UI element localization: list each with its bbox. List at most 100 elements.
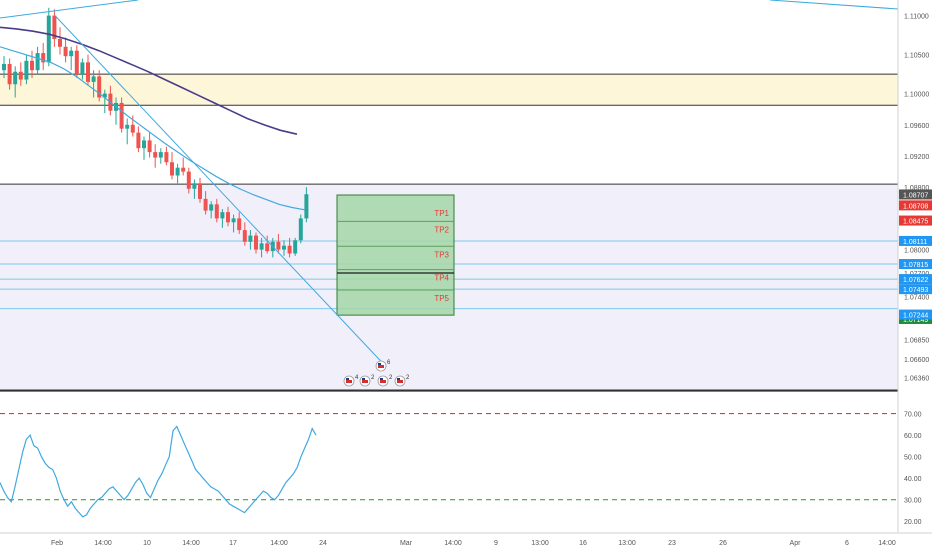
candle-body — [220, 212, 225, 219]
candle-body — [231, 218, 236, 223]
candle-body — [52, 15, 57, 39]
candle-body — [237, 218, 242, 231]
flag-stripe — [362, 380, 368, 383]
candle-body — [91, 76, 96, 82]
candle-body — [181, 167, 186, 172]
price-tick-label: 1.10500 — [904, 53, 929, 60]
price-tick-label: 1.10000 — [904, 92, 929, 99]
oscillator-pane[interactable] — [0, 412, 898, 518]
candle-body — [46, 15, 51, 63]
candle-body — [170, 162, 174, 176]
time-tick-label: Feb — [51, 540, 63, 547]
flag-canton — [346, 378, 349, 380]
time-tick-label: 24 — [319, 540, 327, 547]
oscillator-line — [0, 425, 317, 518]
price-tick-label: 1.08000 — [904, 248, 929, 255]
price-badge-label: 1.08111 — [903, 239, 927, 246]
candle-body — [130, 124, 135, 133]
price-badge — [899, 274, 932, 285]
time-tick-label: 14:00 — [878, 540, 896, 547]
candle-body — [259, 243, 264, 250]
candle-body — [248, 235, 253, 242]
candle-body — [298, 218, 303, 241]
time-tick-label: 23 — [668, 540, 676, 547]
price-badge — [899, 189, 932, 200]
candle-body — [293, 240, 298, 254]
time-tick-label: 13:00 — [618, 540, 636, 547]
top-right-trendline[interactable] — [769, 0, 899, 10]
candle-body — [254, 235, 258, 250]
tp-label-5: TP5 — [434, 294, 449, 303]
tp-label-3: TP3 — [434, 250, 449, 259]
price-badge-label: 1.08707 — [903, 192, 928, 199]
time-tick-label: Mar — [400, 540, 413, 547]
event-count: 6 — [387, 360, 391, 366]
price-badge — [899, 200, 932, 211]
candle-body — [304, 194, 309, 219]
price-pane[interactable]: TP1 TP2 TP3 TP4 TP5 4 2 6 2 2 — [0, 0, 899, 392]
resistance-zone — [0, 74, 898, 106]
time-tick-label: 14:00 — [94, 540, 112, 547]
time-tick-label: 14:00 — [182, 540, 200, 547]
candle-body — [175, 167, 180, 176]
event-marker[interactable]: 6 — [375, 360, 391, 372]
oscillator-tick-label: 20.00 — [904, 519, 922, 526]
candle-body — [69, 50, 74, 57]
price-badge-label: 1.08475 — [903, 219, 928, 226]
candle-body — [63, 46, 68, 57]
candle-body — [153, 152, 158, 158]
target-box[interactable] — [336, 194, 455, 316]
flag-stripe — [378, 365, 384, 368]
top-left-trendline[interactable] — [0, 0, 139, 19]
candle-body — [24, 60, 29, 80]
candle-body — [86, 62, 90, 82]
event-marker[interactable]: 2 — [359, 375, 375, 387]
candle-body — [214, 204, 219, 219]
price-badge-label: 1.07493 — [903, 287, 928, 294]
candle-body — [7, 63, 12, 85]
oscillator-tick-label: 30.00 — [904, 498, 922, 505]
flag-canton — [362, 378, 365, 380]
candle-body — [13, 71, 18, 85]
oscillator-tick-label: 50.00 — [904, 455, 922, 462]
time-tick-label: 6 — [845, 540, 849, 547]
candle-body — [209, 204, 214, 211]
price-tick-label: 1.09200 — [904, 154, 929, 161]
candle-body — [147, 140, 152, 153]
candle-body — [164, 152, 169, 163]
candle-body — [136, 132, 141, 149]
candle-body — [158, 152, 163, 158]
candle-body — [203, 198, 208, 211]
candle-body — [102, 93, 107, 98]
oscillator-tick-label: 60.00 — [904, 433, 922, 440]
time-axis[interactable]: Feb 14:00 10 14:00 17 14:00 24 Mar 14:00 9 13:00 16… — [0, 532, 932, 547]
flag-canton — [380, 378, 383, 380]
candle-body — [2, 63, 6, 71]
candle-body — [74, 50, 79, 75]
event-marker[interactable]: 4 — [343, 375, 359, 387]
price-axis[interactable]: 1.11000 1.10500 1.10000 1.09600 1.09200 1.088… — [897, 0, 932, 532]
event-count: 2 — [406, 375, 410, 381]
candle-body — [265, 243, 270, 252]
price-badge-label: 1.07149 — [903, 317, 928, 324]
descending-trendline[interactable] — [54, 15, 387, 367]
flag-canton — [397, 378, 400, 380]
event-marker[interactable]: 2 — [394, 375, 410, 387]
fast-ma-line — [0, 46, 305, 211]
price-tick-label: 1.06850 — [904, 337, 929, 344]
event-marker[interactable]: 2 — [377, 375, 393, 387]
oscillator-tick-label: 40.00 — [904, 476, 922, 483]
candle-body — [80, 62, 85, 75]
time-tick-label: 14:00 — [270, 540, 288, 547]
price-tick-label: 1.08800 — [904, 185, 929, 192]
price-badge-label: 1.08708 — [903, 203, 928, 210]
candle-body — [142, 140, 146, 149]
price-badge — [899, 284, 932, 295]
price-tick-label: 1.07400 — [904, 294, 929, 301]
oscillator-axis[interactable]: 70.00 60.00 50.00 40.00 30.00 20.00 — [904, 412, 922, 527]
price-tick-label: 1.09600 — [904, 123, 929, 130]
tp-label-4: TP4 — [434, 274, 449, 283]
price-tick-label: 1.06360 — [904, 376, 929, 383]
price-badge — [899, 235, 932, 246]
